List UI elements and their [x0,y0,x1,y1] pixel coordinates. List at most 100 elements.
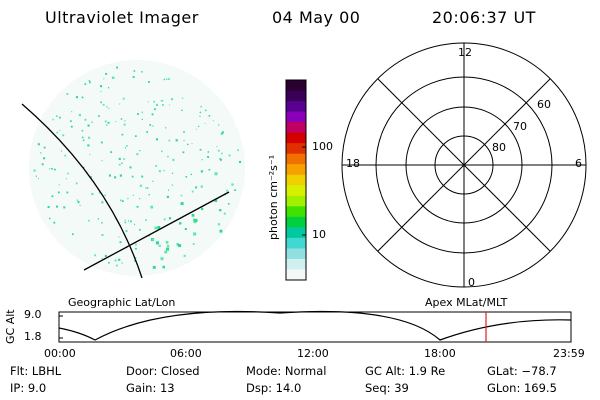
xtick-label-2359: 23:59 [553,347,585,360]
mlt-label-0: 0 [468,276,475,289]
speckle [199,115,201,117]
speckle [204,122,206,124]
speckle [135,247,137,250]
speckle [51,167,53,170]
speckle [89,81,91,83]
speckle [200,185,203,188]
speckle [104,194,106,197]
speckle [81,129,84,132]
speckle [207,156,209,158]
lat-label-60: 60 [537,98,551,111]
speckle [231,183,234,186]
speckle [182,151,185,154]
speckle [100,141,103,144]
speckle [131,175,134,178]
speckle [115,121,117,123]
speckle [72,233,74,236]
speckle [62,134,65,137]
speckle [155,138,158,141]
image-disc [29,60,245,276]
speckle [163,170,165,172]
colorbar-band [286,258,306,270]
speckle [183,131,185,133]
colorbar-band [286,80,306,92]
speckle [60,150,62,152]
speckle [101,257,103,260]
speckle [88,136,91,139]
speckle [161,100,164,102]
speckle [56,115,58,117]
speckle [101,160,103,162]
colorbar-band [286,164,306,176]
time-label: 20:06:37 UT [432,8,536,27]
speckle [105,73,108,75]
xtick-label-0600: 06:00 [170,347,202,360]
speckle [97,218,99,220]
ytick-label-1-8: 1.8 [24,330,42,343]
speckle [139,150,141,152]
speckle [237,149,239,152]
speckle [183,140,185,142]
speckle [35,175,37,177]
speckle [126,145,128,147]
speckle [75,182,78,185]
speckle [41,163,44,166]
colorbar-band [286,111,306,123]
speckle [123,158,125,160]
colorbar-band [286,153,306,165]
speckle [124,219,126,221]
xtick-label-0000: 00:00 [44,347,76,360]
speckle [64,154,67,157]
speckle [104,254,107,257]
uv-image-panel [21,60,245,279]
colorbar-frame [285,79,307,281]
speckle [165,127,167,129]
speckle [214,199,218,202]
date-label: 04 May 00 [272,8,361,27]
speckle [118,236,120,238]
speckle [118,157,121,160]
colorbar-band [286,227,306,239]
speckle [193,218,196,221]
speckle [220,132,223,135]
speckle [165,78,168,80]
speckle [163,78,165,81]
speckle [146,131,148,133]
speckle [127,197,129,200]
speckle [37,143,40,146]
colorbar-band [286,122,306,134]
speckle [123,123,126,126]
speckle [49,168,51,170]
speckle [239,160,242,163]
speckle [151,113,154,116]
speckle [185,176,188,178]
speckle [110,151,113,153]
speckle [234,189,236,191]
speckle [107,121,110,124]
mlt-label-18: 18 [346,157,360,170]
glat-value: GLat: −78.7 [487,364,557,378]
speckle [65,178,67,180]
speckle [136,205,139,208]
colorbar-gradient [286,80,306,281]
speckle [133,70,136,72]
speckle [57,191,60,194]
speckle [208,168,211,171]
speckle [129,220,132,223]
speckle [124,120,126,122]
speckle [121,262,123,264]
speckle [118,258,121,261]
speckle [119,241,122,244]
speckle [228,154,231,157]
polar-diagonal-2 [377,78,551,252]
timeline-y-axis-label: GC Alt [4,309,17,344]
speckle [51,195,54,198]
speckle [77,201,80,204]
speckle [101,201,104,204]
speckle [195,186,198,189]
speckle [194,218,198,222]
speckle [217,223,221,226]
speckle [54,168,56,171]
speckle [38,178,40,180]
speckle [147,101,149,103]
